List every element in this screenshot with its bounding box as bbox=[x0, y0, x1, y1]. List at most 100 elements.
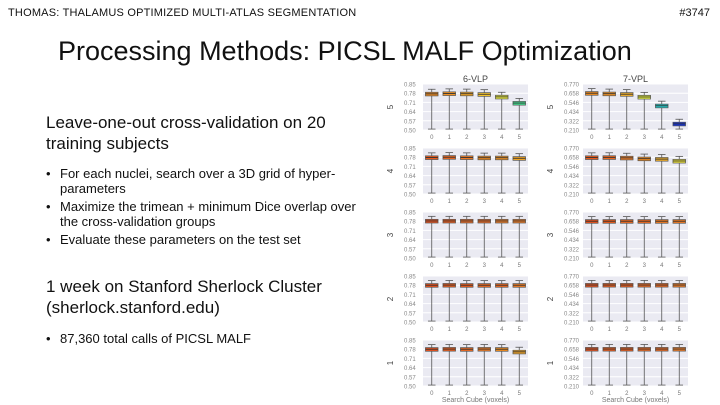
slide-title: Processing Methods: PICSL MALF Optimizat… bbox=[58, 36, 632, 66]
x-tick-label: 0 bbox=[590, 199, 594, 205]
x-tick-label: 0 bbox=[430, 199, 434, 205]
plot-panel bbox=[423, 84, 528, 130]
plot-panel bbox=[423, 276, 528, 322]
x-tick-label: 5 bbox=[518, 199, 522, 205]
row-label: 3 bbox=[386, 232, 395, 237]
y-tick-label: 0.85 bbox=[404, 339, 416, 345]
y-tick-label: 0.434 bbox=[564, 238, 580, 244]
y-tick-label: 0.64 bbox=[404, 238, 416, 244]
y-tick-label: 0.546 bbox=[564, 293, 580, 299]
y-tick-label: 0.546 bbox=[564, 357, 580, 363]
x-tick-label: 2 bbox=[625, 391, 629, 397]
x-tick-label: 2 bbox=[465, 263, 469, 269]
bullet-list-methods: For each nuclei, search over a 3D grid o… bbox=[46, 166, 366, 250]
y-tick-label: 0.50 bbox=[404, 321, 416, 327]
bullet-list-calls: 87,360 total calls of PICSL MALF bbox=[46, 331, 251, 346]
y-tick-label: 0.546 bbox=[564, 229, 580, 235]
x-tick-label: 4 bbox=[500, 391, 504, 397]
y-tick-label: 0.322 bbox=[564, 375, 580, 381]
y-tick-label: 0.770 bbox=[564, 211, 580, 217]
x-tick-label: 4 bbox=[660, 391, 664, 397]
plot-panel bbox=[423, 148, 528, 194]
y-tick-label: 0.64 bbox=[404, 174, 416, 180]
x-tick-label: 0 bbox=[590, 263, 594, 269]
x-tick-label: 1 bbox=[448, 327, 452, 333]
row-label: 5 bbox=[546, 104, 555, 109]
y-tick-label: 0.78 bbox=[404, 348, 416, 354]
x-tick-label: 0 bbox=[430, 263, 434, 269]
y-tick-label: 0.322 bbox=[564, 247, 580, 253]
plot-panel bbox=[583, 148, 688, 194]
y-tick-label: 0.50 bbox=[404, 129, 416, 135]
y-tick-label: 0.71 bbox=[404, 165, 416, 171]
x-tick-label: 4 bbox=[660, 199, 664, 205]
x-tick-label: 1 bbox=[448, 199, 452, 205]
plot-panel bbox=[583, 276, 688, 322]
x-tick-label: 1 bbox=[608, 199, 612, 205]
y-tick-label: 0.210 bbox=[564, 321, 580, 327]
x-tick-label: 0 bbox=[590, 391, 594, 397]
row-label: 5 bbox=[386, 104, 395, 109]
x-tick-label: 2 bbox=[625, 327, 629, 333]
x-tick-label: 3 bbox=[643, 391, 647, 397]
x-tick-label: 0 bbox=[430, 327, 434, 333]
plot-panel bbox=[583, 84, 688, 130]
plot-panel bbox=[423, 212, 528, 258]
y-tick-label: 0.658 bbox=[564, 284, 580, 290]
header-left-text: THOMAS: THALAMUS OPTIMIZED MULTI-ATLAS S… bbox=[8, 7, 357, 19]
x-tick-label: 3 bbox=[643, 263, 647, 269]
y-tick-label: 0.210 bbox=[564, 385, 580, 391]
x-tick-label: 1 bbox=[448, 391, 452, 397]
row-label: 2 bbox=[546, 296, 555, 301]
x-tick-label: 0 bbox=[430, 135, 434, 141]
x-tick-label: 4 bbox=[500, 199, 504, 205]
row-label: 2 bbox=[386, 296, 395, 301]
y-tick-label: 0.78 bbox=[404, 284, 416, 290]
x-tick-label: 3 bbox=[483, 263, 487, 269]
paragraph-loocv: Leave-one-out cross-validation on 20 tra… bbox=[46, 113, 326, 153]
row-label: 3 bbox=[546, 232, 555, 237]
y-tick-label: 0.78 bbox=[404, 156, 416, 162]
y-tick-label: 0.658 bbox=[564, 220, 580, 226]
x-axis-label: Search Cube (voxels) bbox=[602, 397, 669, 404]
y-tick-label: 0.658 bbox=[564, 348, 580, 354]
column-title: 6-VLP bbox=[463, 74, 488, 84]
x-tick-label: 4 bbox=[500, 263, 504, 269]
y-tick-label: 0.78 bbox=[404, 220, 416, 226]
x-tick-label: 1 bbox=[608, 263, 612, 269]
row-label: 1 bbox=[546, 360, 555, 365]
x-tick-label: 1 bbox=[608, 327, 612, 333]
y-tick-label: 0.85 bbox=[404, 211, 416, 217]
y-tick-label: 0.71 bbox=[404, 293, 416, 299]
x-tick-label: 0 bbox=[430, 391, 434, 397]
x-axis-label: Search Cube (voxels) bbox=[442, 397, 509, 404]
x-tick-label: 5 bbox=[678, 391, 682, 397]
x-tick-label: 2 bbox=[465, 135, 469, 141]
x-tick-label: 3 bbox=[643, 199, 647, 205]
y-tick-label: 0.57 bbox=[404, 311, 416, 317]
x-tick-label: 4 bbox=[500, 327, 504, 333]
y-tick-label: 0.658 bbox=[564, 156, 580, 162]
plot-panel bbox=[423, 340, 528, 386]
y-tick-label: 0.64 bbox=[404, 366, 416, 372]
x-tick-label: 4 bbox=[660, 327, 664, 333]
x-tick-label: 5 bbox=[518, 327, 522, 333]
y-tick-label: 0.322 bbox=[564, 119, 580, 125]
x-tick-label: 1 bbox=[608, 391, 612, 397]
y-tick-label: 0.57 bbox=[404, 375, 416, 381]
y-tick-label: 0.770 bbox=[564, 275, 580, 281]
y-tick-label: 0.85 bbox=[404, 83, 416, 89]
x-tick-label: 3 bbox=[483, 135, 487, 141]
y-tick-label: 0.57 bbox=[404, 247, 416, 253]
y-tick-label: 0.71 bbox=[404, 229, 416, 235]
y-tick-label: 0.71 bbox=[404, 101, 416, 107]
y-tick-label: 0.658 bbox=[564, 92, 580, 98]
bullet-item: Maximize the trimean + minimum Dice over… bbox=[46, 199, 366, 229]
x-tick-label: 4 bbox=[660, 263, 664, 269]
y-tick-label: 0.64 bbox=[404, 302, 416, 308]
x-tick-label: 2 bbox=[625, 135, 629, 141]
y-tick-label: 0.85 bbox=[404, 275, 416, 281]
x-tick-label: 5 bbox=[518, 391, 522, 397]
y-tick-label: 0.770 bbox=[564, 83, 580, 89]
y-tick-label: 0.85 bbox=[404, 147, 416, 153]
